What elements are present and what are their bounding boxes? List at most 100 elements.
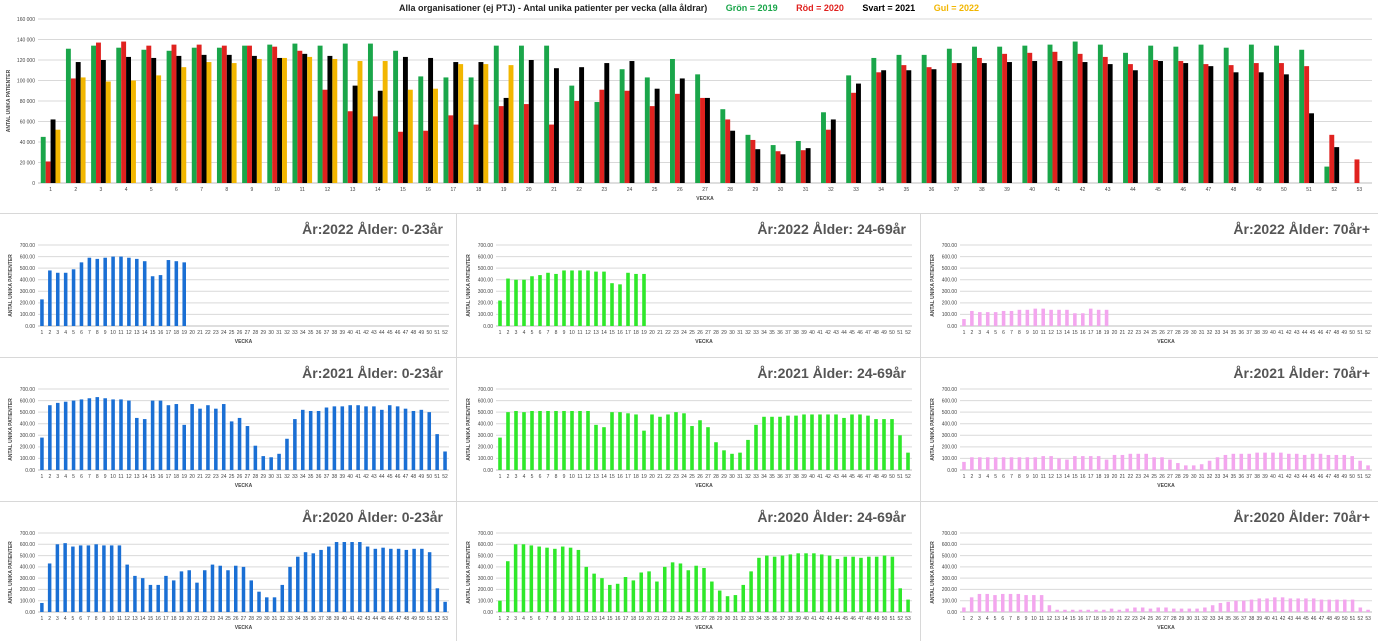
bar — [1273, 597, 1277, 612]
bar — [166, 260, 171, 326]
bar — [156, 75, 162, 183]
bar — [1057, 458, 1061, 470]
bar — [1327, 599, 1331, 612]
x-axis-title: VECKA — [1157, 339, 1175, 345]
bar — [340, 406, 345, 470]
bar — [256, 58, 262, 183]
x-tick-label: 49 — [881, 330, 887, 336]
x-tick-label: 44 — [373, 616, 379, 622]
x-tick-label: 39 — [1262, 330, 1268, 336]
x-tick-label: 17 — [623, 616, 629, 622]
bar — [303, 552, 308, 612]
x-tick-label: 35 — [1225, 616, 1231, 622]
x-tick-label: 28 — [1175, 474, 1181, 480]
y-axis-title: ANTAL UNIKA PATIENTER — [8, 541, 14, 604]
x-tick-label: 53 — [442, 616, 448, 622]
x-tick-label: 15 — [609, 330, 615, 336]
bar — [269, 457, 273, 470]
x-tick-label: 12 — [1047, 616, 1053, 622]
bar — [261, 456, 266, 470]
bar — [654, 88, 660, 183]
x-tick-label: 5 — [531, 474, 534, 480]
bar — [1249, 599, 1254, 612]
x-tick-label: 27 — [705, 330, 711, 336]
bar — [623, 577, 628, 612]
x-tick-label: 52 — [905, 474, 911, 480]
x-tick-label: 32 — [745, 474, 751, 480]
x-tick-label: 34 — [756, 616, 762, 622]
bar — [1248, 44, 1254, 183]
bar — [544, 45, 550, 184]
x-tick-label: 22 — [202, 616, 208, 622]
x-tick-label: 41 — [355, 330, 361, 336]
x-tick-label: 49 — [881, 474, 887, 480]
bar — [176, 55, 182, 183]
x-tick-label: 16 — [158, 474, 164, 480]
bar — [196, 44, 202, 183]
bar — [592, 573, 596, 612]
bar — [710, 581, 714, 612]
bar — [1123, 52, 1128, 184]
bar — [418, 76, 424, 183]
bar — [191, 47, 197, 184]
y-tick-label: 400.00 — [20, 278, 36, 284]
x-tick-label: 33 — [1215, 330, 1221, 336]
bar — [126, 56, 132, 183]
x-tick-label: 39 — [795, 616, 801, 622]
bar — [342, 542, 347, 612]
x-tick-label: 44 — [1130, 187, 1136, 193]
x-tick-label: 20 — [1109, 616, 1115, 622]
bar — [398, 131, 403, 183]
bar — [741, 584, 746, 612]
bar — [1183, 63, 1189, 184]
bar — [796, 553, 800, 612]
bar — [210, 564, 215, 612]
x-tick-label: 29 — [1183, 474, 1189, 480]
bar — [537, 546, 541, 612]
bar — [970, 457, 974, 470]
bar — [538, 410, 542, 470]
bar — [978, 312, 982, 326]
x-tick-label: 49 — [419, 330, 425, 336]
bar — [218, 565, 222, 612]
x-tick-label: 39 — [340, 330, 346, 336]
bar — [1299, 49, 1305, 183]
y-tick-label: 700.00 — [478, 387, 494, 393]
x-tick-label: 10 — [274, 187, 280, 193]
x-tick-label: 15 — [607, 616, 613, 622]
y-tick-label: 500.00 — [942, 553, 958, 559]
bar — [602, 271, 606, 326]
x-tick-label: 51 — [1357, 330, 1363, 336]
bar — [1017, 457, 1022, 470]
bar — [1081, 456, 1085, 470]
bar — [1231, 453, 1236, 470]
x-tick-label: 18 — [1096, 330, 1102, 336]
x-tick-label: 9 — [104, 474, 107, 480]
bar — [251, 55, 257, 183]
bar — [594, 271, 598, 326]
bar — [382, 61, 388, 183]
bar — [63, 401, 68, 470]
bar — [1008, 593, 1013, 612]
x-tick-label: 14 — [1062, 616, 1068, 622]
bar — [1096, 309, 1101, 326]
bar — [367, 43, 373, 183]
x-tick-label: 35 — [303, 616, 309, 622]
x-tick-label: 51 — [434, 474, 440, 480]
bar — [1078, 609, 1083, 612]
legend-red: Röd = 2020 — [796, 3, 844, 13]
bar — [725, 119, 731, 183]
bar — [523, 104, 529, 183]
bar — [1088, 456, 1093, 470]
x-tick-label: 11 — [118, 474, 123, 480]
y-tick-label: 200.00 — [478, 445, 494, 451]
x-tick-label: 46 — [1311, 616, 1317, 622]
x-tick-label: 4 — [523, 330, 526, 336]
x-tick-label: 35 — [308, 330, 314, 336]
bar — [121, 41, 127, 183]
bar — [297, 50, 303, 184]
x-tick-label: 7 — [1010, 474, 1013, 480]
x-tick-label: 48 — [411, 330, 417, 336]
bar — [1335, 599, 1339, 612]
x-tick-label: 21 — [654, 616, 660, 622]
